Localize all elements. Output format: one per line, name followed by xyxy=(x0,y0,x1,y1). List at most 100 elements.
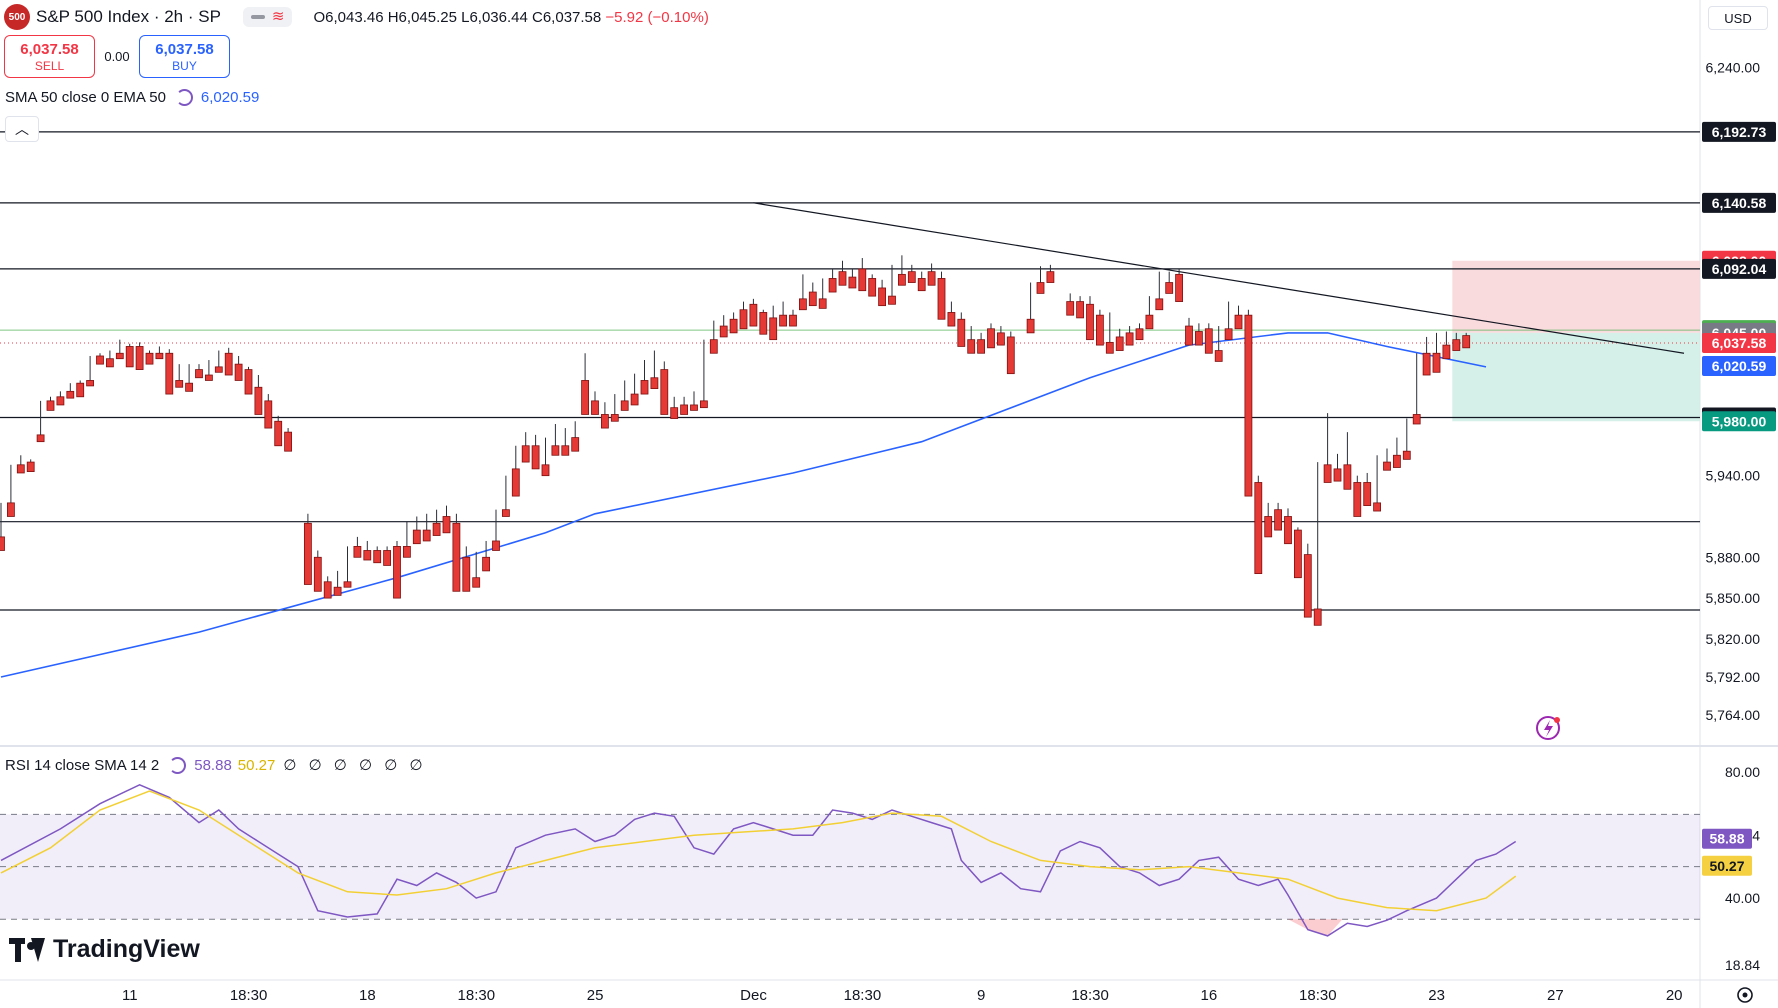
candle-body-28 xyxy=(274,420,283,447)
time-tick-12: 27 xyxy=(1547,987,1564,1004)
time-tick-4: 25 xyxy=(587,987,604,1004)
rsi-sma-legend-value: 50.27 xyxy=(237,756,276,774)
candle-body-2 xyxy=(16,464,25,474)
candle-body-33 xyxy=(323,581,332,599)
candle-body-100 xyxy=(987,328,995,349)
candle-body-55 xyxy=(541,464,550,477)
wave-icon: ≋ xyxy=(271,8,285,25)
candle-body-117 xyxy=(1155,298,1164,311)
candle-body-77 xyxy=(759,312,768,335)
rsi-badge-0: 58.88 xyxy=(1709,831,1744,847)
candle-body-137 xyxy=(1353,482,1362,517)
index-logo[interactable]: 500 xyxy=(4,4,30,30)
candle-body-95 xyxy=(937,278,946,320)
rsi-badge-1: 50.27 xyxy=(1709,858,1744,874)
candle-body-65 xyxy=(640,380,649,395)
rsi-tick-0: 80.00 xyxy=(1725,764,1760,780)
candle-body-85 xyxy=(838,271,847,286)
rsi-badge-bg-0 xyxy=(1702,828,1752,849)
candle-body-25 xyxy=(244,369,253,395)
candle-body-45 xyxy=(442,516,451,534)
ema-legend[interactable]: SMA 50 close 0 EMA 50 6,020.59 xyxy=(5,89,259,106)
candle-body-108 xyxy=(1066,301,1075,316)
candle-body-31 xyxy=(303,522,312,585)
candle-body-64 xyxy=(630,393,639,406)
price-badge-0: 6,192.73 xyxy=(1712,124,1767,140)
candle-body-131 xyxy=(1294,529,1302,579)
candle-body-24 xyxy=(234,363,243,381)
collapse-legend-button[interactable]: ︿ xyxy=(5,116,39,142)
rsi-legend[interactable]: RSI 14 close SMA 14 2 58.88 50.27 ∅ ∅ ∅ … xyxy=(5,756,427,774)
alert-bolt xyxy=(1544,720,1553,737)
price-tick-0: 6,240.00 xyxy=(1706,60,1761,76)
rsi-legend-value: 58.88 xyxy=(194,756,232,774)
ohlc-values: O6,043.46 H6,045.25 L6,036.44 C6,037.58 … xyxy=(314,9,709,26)
sell-button[interactable]: 6,037.58 SELL xyxy=(4,35,95,78)
candle-body-63 xyxy=(620,400,629,411)
rsi-line xyxy=(0,783,1517,937)
candle-body-57 xyxy=(561,445,570,456)
candle-body-37 xyxy=(363,550,372,561)
rsi-oversold-fill xyxy=(1288,919,1343,936)
time-tick-6: 18:30 xyxy=(844,987,882,1004)
price-badge-bg-1 xyxy=(1702,192,1776,213)
candle-body-61 xyxy=(601,414,609,429)
visibility-toggle[interactable]: ≋ xyxy=(242,7,292,27)
candle-body-94 xyxy=(927,271,936,286)
ema-legend-value: 6,020.59 xyxy=(200,89,260,106)
spread-value: 0.00 xyxy=(104,49,130,64)
tradingview-logo[interactable]: TradingView xyxy=(9,935,200,964)
candle-body-122 xyxy=(1204,328,1213,354)
candle-body-147 xyxy=(1452,339,1461,351)
symbol-title[interactable]: S&P 500 Index · 2h · SP xyxy=(36,7,221,26)
candle-body-4 xyxy=(36,434,45,443)
candle-body-116 xyxy=(1145,314,1154,330)
ohlc-text: O6,043.46 H6,045.25 L6,036.44 C6,037.58 xyxy=(313,8,602,26)
candle-body-36 xyxy=(353,546,362,558)
candle-body-96 xyxy=(947,312,956,327)
candle-body-102 xyxy=(1006,336,1015,375)
currency-selector[interactable]: USD xyxy=(1708,6,1768,30)
candle-body-115 xyxy=(1135,328,1144,341)
gear-ring xyxy=(1737,987,1753,1003)
trendline xyxy=(753,202,1685,354)
buy-button[interactable]: 6,037.58 BUY xyxy=(139,35,230,78)
candle-body-127 xyxy=(1254,482,1263,575)
alert-dot xyxy=(1554,717,1560,723)
price-tick-3: 5,850.00 xyxy=(1706,590,1761,606)
candle-body-1 xyxy=(7,502,15,517)
candle-body-141 xyxy=(1393,454,1401,468)
candle-body-86 xyxy=(848,276,857,289)
candle-body-15 xyxy=(145,352,154,365)
candle-body-48 xyxy=(472,577,481,588)
candle-body-23 xyxy=(224,352,233,376)
trade-panel: 6,037.58 SELL 0.00 6,037.58 BUY xyxy=(4,35,230,78)
sell-price: 6,037.58 xyxy=(20,40,79,58)
buy-price: 6,037.58 xyxy=(155,40,214,58)
rsi-refresh-icon[interactable] xyxy=(169,756,187,774)
candle-body-140 xyxy=(1383,461,1391,471)
rsi-tick-3: 18.84 xyxy=(1725,957,1760,973)
candle-body-35 xyxy=(343,581,352,588)
stop-loss-zone xyxy=(1452,260,1700,333)
candle-body-47 xyxy=(462,556,471,592)
refresh-icon[interactable] xyxy=(175,89,193,106)
time-tick-3: 18:30 xyxy=(458,987,496,1004)
candle-body-22 xyxy=(214,366,223,373)
currency-label: USD xyxy=(1724,10,1752,26)
time-tick-8: 18:30 xyxy=(1071,987,1109,1004)
candle-body-42 xyxy=(412,529,421,545)
price-badge-bg-0 xyxy=(1702,121,1776,142)
candle-body-12 xyxy=(115,352,124,360)
price-badge-bg-9 xyxy=(1702,411,1776,432)
candle-body-84 xyxy=(828,278,837,293)
price-badge-bg-6 xyxy=(1702,332,1776,353)
candle-body-40 xyxy=(393,546,401,599)
minus-icon xyxy=(250,15,265,19)
candle-body-138 xyxy=(1363,482,1372,507)
buy-label: BUY xyxy=(172,58,197,73)
price-tick-2: 5,880.00 xyxy=(1706,549,1761,565)
candle-body-126 xyxy=(1244,314,1253,497)
